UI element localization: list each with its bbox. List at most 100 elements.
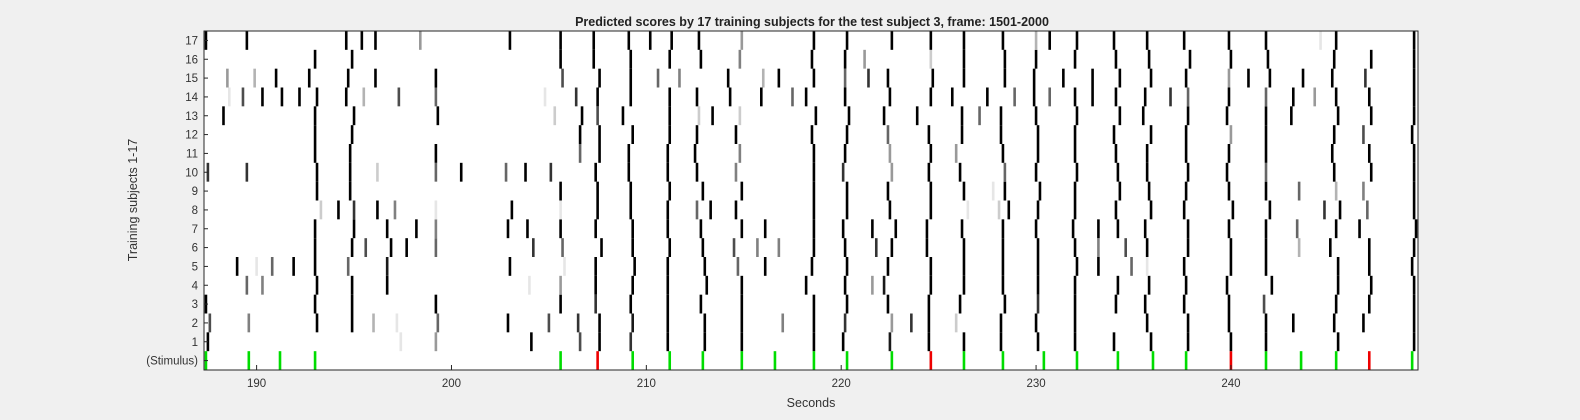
marks-layer [204,31,1418,370]
plot-frame [203,30,1419,371]
score-mark [648,31,652,50]
stimulus-mark-green [247,351,251,370]
score-mark [927,332,931,352]
score-mark [1264,257,1268,276]
score-mark [1186,238,1190,257]
score-mark [910,313,913,333]
score-mark [999,106,1003,126]
score-mark [1003,49,1007,69]
score-mark [1182,294,1186,314]
score-mark [1073,144,1077,163]
score-mark [245,162,249,182]
score-mark [434,144,438,163]
score-mark [352,219,356,239]
score-mark [1369,275,1373,295]
y-tick-label: 12 [185,130,198,142]
score-mark [927,313,931,333]
stimulus-mark-red [929,351,933,370]
score-mark [841,332,845,352]
score-mark [559,31,562,50]
y-tick-label: 1 [192,337,198,349]
score-mark [1073,294,1077,314]
score-mark [886,181,890,201]
score-mark [1048,87,1052,107]
score-mark [666,162,670,182]
score-mark [405,238,408,257]
score-mark [1032,87,1036,107]
score-mark [882,106,886,126]
score-mark [434,238,438,257]
score-mark [781,313,785,333]
score-mark [966,200,970,220]
score-mark [1075,31,1079,50]
score-mark [1182,31,1186,50]
score-mark [598,68,601,88]
score-mark [598,313,601,333]
stimulus-mark-green [1075,351,1079,370]
score-mark [1034,49,1038,69]
score-mark [1075,257,1079,276]
score-mark [1336,332,1340,352]
score-mark [1073,238,1077,257]
score-mark [668,238,672,257]
score-mark [888,332,892,352]
score-mark [1112,31,1116,50]
stimulus-mark-green [668,351,672,370]
score-mark [1264,162,1268,182]
score-mark [399,332,403,352]
score-mark [810,125,814,144]
score-mark [1264,181,1268,201]
score-mark [929,275,933,295]
stimulus-mark-green [559,351,562,370]
score-mark [1332,162,1336,182]
score-mark [594,219,597,239]
score-mark [1114,294,1118,314]
score-mark [594,162,597,182]
score-mark [547,313,551,333]
score-mark [352,200,356,220]
stimulus-mark-green [1410,351,1414,370]
y-tick-label: 11 [186,148,198,160]
score-mark [666,144,670,163]
score-mark [1334,181,1338,201]
score-mark [1301,68,1305,88]
score-mark [890,313,894,333]
score-mark [960,219,964,239]
score-mark [678,68,681,88]
score-mark [841,162,845,182]
score-mark [508,31,512,50]
score-mark [871,219,874,239]
score-mark [1013,87,1016,107]
score-mark [1227,181,1231,201]
score-mark [1297,181,1301,201]
score-mark [1412,106,1416,126]
score-mark [1097,219,1100,239]
score-mark [931,68,935,88]
score-mark [346,257,350,276]
score-mark [843,238,847,257]
score-mark [1149,68,1153,88]
stimulus-mark-green [1042,351,1046,370]
score-mark [1367,294,1371,314]
score-mark [559,294,562,314]
score-mark [666,313,670,333]
score-mark [629,200,633,220]
y-tick-label: 13 [185,111,198,123]
score-mark [1338,200,1342,220]
score-mark [436,106,440,126]
score-mark [627,162,631,182]
score-mark [863,49,866,69]
score-mark [629,181,633,201]
score-mark [350,238,354,257]
score-mark [1268,68,1272,88]
score-mark [434,87,438,107]
score-mark [594,275,597,295]
score-mark [1186,332,1190,352]
score-mark [364,238,368,257]
score-mark [1034,162,1038,182]
score-mark [843,87,847,107]
score-mark [734,162,738,182]
score-mark [812,200,816,220]
score-mark [1034,313,1038,333]
